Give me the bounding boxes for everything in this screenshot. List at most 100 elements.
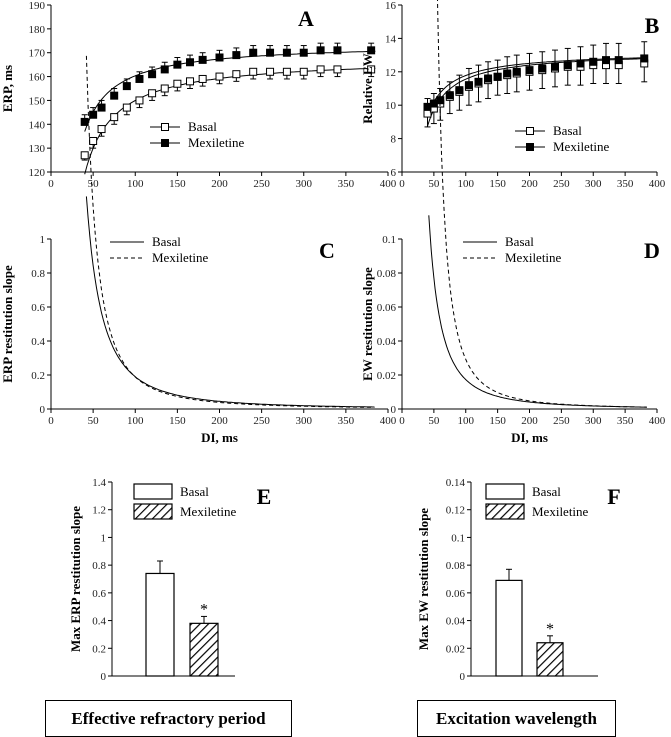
panel-b-data-point	[445, 91, 454, 100]
panel-c-y-tick-label: 0.2	[31, 370, 45, 382]
panel-f-panel-letter: F	[607, 484, 620, 509]
panel-f-legend-swatch	[485, 503, 525, 520]
panel-a-data-point	[135, 74, 144, 83]
panel-f-y-tick-label: 0.04	[446, 616, 466, 628]
panel-a-data-point	[266, 48, 275, 57]
panel-a-x-tick-label: 250	[253, 178, 270, 190]
panel-d-x-axis-label: DI, ms	[511, 430, 548, 445]
panel-d-y-tick-label: 0.04	[377, 336, 397, 348]
panel-a-data-point	[316, 46, 325, 55]
panel-d-x-tick-label: 0	[399, 415, 405, 427]
panel-b-data-point	[614, 56, 623, 65]
panel-b-x-tick-label: 400	[649, 178, 666, 190]
panel-d-legend-label: Basal	[505, 234, 534, 249]
panel-b-chart: 0 50 100 150 200 250 300 350 4006810121416Relati…	[360, 0, 666, 190]
panel-e-panel-letter: E	[257, 484, 272, 509]
panel-a-data-point	[160, 84, 169, 93]
panel-a-data-point	[148, 70, 157, 79]
panel-a-data-point	[186, 58, 195, 67]
panel-c-x-tick-label: 50	[88, 415, 100, 427]
panel-a-data-point	[173, 60, 182, 69]
panel-a-data-point	[97, 103, 106, 112]
panel-a-data-point	[282, 48, 291, 57]
panel-d-x-tick-label: 250	[553, 415, 570, 427]
panel-e-y-axis-label: Max ERP restitution slope	[68, 506, 83, 652]
panel-a-y-tick-label: 190	[29, 0, 46, 12]
panel-a-legend-label: Basal	[188, 119, 217, 134]
panel-a-data-point	[316, 65, 325, 74]
panel-f-y-tick-label: 0	[460, 671, 466, 683]
panel-a-legend-marker	[161, 123, 169, 131]
panel-a-data-point	[198, 74, 207, 83]
panel-b-x-tick-label: 50	[428, 178, 440, 190]
panel-a-fit-line	[84, 67, 376, 175]
panel-b-y-tick-label: 16	[385, 0, 397, 12]
panel-e-y-tick-label: 0.8	[92, 560, 106, 572]
panel-a-x-tick-label: 400	[380, 178, 397, 190]
panel-f-chart: 0 0.02 0.04 0.06 0.08 0.1 0.12 0.14 Max EW resti…	[416, 477, 621, 683]
panel-c-curve-mexiletine	[85, 55, 375, 408]
panel-e-y-tick-label: 1.2	[92, 505, 106, 517]
panel-e-y-tick-label: 0.4	[92, 616, 106, 628]
panel-a-data-point	[89, 136, 98, 145]
panel-b-y-tick-label: 14	[385, 33, 397, 45]
panel-a-chart: 0 50 100 150 200 250 300 350 400 120 130 140 150 160 1…	[0, 0, 397, 190]
panel-c-x-tick-label: 400	[380, 415, 397, 427]
panel-e-y-tick-label: 1	[101, 532, 107, 544]
panel-a-legend-label: Mexiletine	[188, 135, 245, 150]
panel-f-y-tick-label: 0.08	[446, 560, 466, 572]
panel-e-bar-mexiletine	[189, 622, 219, 677]
panel-b-data-point	[455, 86, 464, 95]
panel-b-data-point	[640, 54, 649, 63]
panel-c-y-tick-label: 0	[40, 404, 46, 416]
panel-d-x-tick-label: 400	[649, 415, 666, 427]
panel-b-legend-label: Basal	[553, 123, 582, 138]
panel-a-y-tick-label: 120	[29, 167, 46, 179]
panel-a-y-axis-label: ERP, ms	[0, 65, 15, 112]
panel-c-y-tick-label: 1	[40, 234, 46, 246]
panel-f-bar-mexiletine	[536, 642, 564, 677]
panel-d-x-tick-label: 50	[428, 415, 440, 427]
panel-f-legend-swatch	[485, 483, 525, 500]
panel-f-y-tick-label: 0.12	[446, 505, 465, 517]
panel-b-data-point	[474, 77, 483, 86]
panel-c-curve-basal	[85, 196, 375, 408]
panel-a-data-point	[367, 46, 376, 55]
panel-e-y-tick-label: 1.4	[92, 477, 106, 489]
panel-d-y-tick-label: 0.1	[382, 234, 396, 246]
panel-c-y-tick-label: 0.6	[31, 302, 45, 314]
panel-a-data-point	[135, 96, 144, 105]
panel-b-legend-marker	[526, 143, 534, 151]
panel-c-x-tick-label: 200	[211, 415, 228, 427]
panel-b-y-axis-label: Relative EW	[360, 53, 375, 123]
panel-a-data-point	[282, 67, 291, 76]
panel-a-x-tick-label: 50	[88, 178, 100, 190]
panel-b-legend-marker	[526, 127, 534, 135]
panel-f-y-tick-label: 0.14	[446, 477, 466, 489]
panel-f-y-tick-label: 0.1	[451, 532, 465, 544]
panel-a-data-point	[266, 67, 275, 76]
panel-a-data-point	[122, 82, 131, 91]
panel-a-data-point	[148, 89, 157, 98]
panel-b-data-point	[484, 74, 493, 83]
panel-e-bar-basal	[145, 572, 175, 677]
panel-a-fit-line	[84, 50, 376, 132]
panel-d-panel-letter: D	[644, 238, 660, 263]
panel-d-y-axis-label: EW restitution slope	[360, 267, 375, 381]
panel-a-x-tick-label: 300	[296, 178, 313, 190]
panel-b-x-tick-label: 200	[521, 178, 538, 190]
panel-a-data-point	[299, 67, 308, 76]
panel-e-legend-swatch	[133, 483, 173, 500]
panel-d-y-tick-label: 0.08	[377, 268, 397, 280]
panel-b-y-tick-label: 10	[385, 100, 397, 112]
panel-b-x-tick-label: 250	[553, 178, 570, 190]
panel-b-panel-letter: B	[645, 13, 660, 38]
panel-d-curve-mexiletine	[437, 0, 647, 408]
panel-d-x-tick-label: 100	[458, 415, 475, 427]
panel-e-y-tick-label: 0.6	[92, 588, 106, 600]
panel-a-y-tick-label: 170	[29, 48, 46, 60]
panel-a-data-point	[249, 67, 258, 76]
panel-b-data-point	[589, 57, 598, 66]
panel-c-y-axis-label: ERP restitution slope	[0, 265, 15, 383]
panel-a-panel-letter: A	[298, 6, 314, 31]
